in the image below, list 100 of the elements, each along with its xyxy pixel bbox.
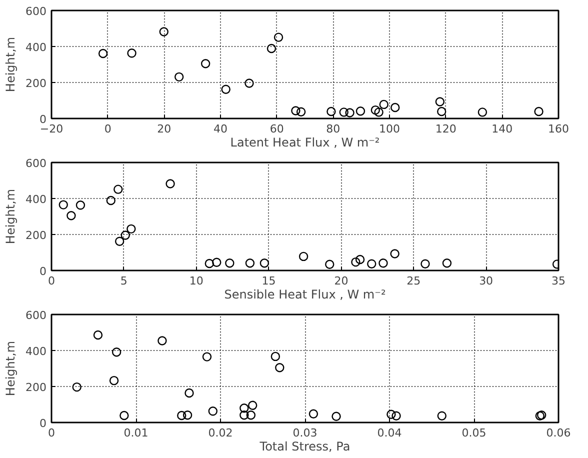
point (159, 27, 168, 36)
point (390, 102, 400, 112)
point (275, 363, 284, 372)
point (260, 258, 270, 268)
x-tick-label: 80 (326, 122, 340, 136)
point (420, 259, 430, 268)
point (266, 44, 276, 54)
point (114, 236, 124, 246)
y-tick-label: 200 (26, 77, 47, 90)
point (356, 106, 366, 116)
point (225, 258, 234, 268)
point (244, 78, 254, 88)
y-axis-title: Height,m (4, 340, 18, 396)
x-tick-label: 25 (406, 274, 421, 288)
x-tick-label: 0 (48, 274, 55, 288)
point (184, 388, 194, 398)
point (174, 72, 184, 82)
point (120, 410, 129, 420)
point (109, 376, 119, 386)
x-tick-label: 0.01 (124, 426, 148, 440)
y-tick-label: 0 (40, 417, 46, 430)
point (158, 336, 167, 346)
x-tick-label: 0 (48, 426, 55, 440)
point (437, 106, 446, 116)
point (435, 97, 445, 106)
point (126, 224, 136, 234)
point (221, 84, 230, 94)
x-tick-label: 0.03 (292, 426, 318, 440)
point (240, 404, 249, 413)
y-tick-label: 200 (26, 229, 47, 242)
point (537, 410, 546, 420)
x-tick-label: 140 (492, 122, 513, 136)
point (325, 260, 334, 269)
x-tick-label: 15 (262, 274, 276, 288)
point (478, 108, 488, 117)
y-tick-label: 600 (26, 157, 47, 170)
point (120, 230, 130, 240)
point (93, 330, 103, 340)
point (298, 252, 308, 262)
x-tick-label: 100 (379, 122, 400, 136)
y-axis-title: Height,m (4, 36, 18, 92)
y-tick-label: 600 (26, 309, 47, 322)
point (355, 254, 365, 264)
x-axis-title: Sensible Heat Flux , W m⁻² (224, 288, 386, 302)
point (370, 105, 380, 115)
point (386, 410, 396, 419)
point (208, 406, 218, 416)
y-tick-label: 200 (26, 381, 47, 394)
y-tick-label: 0 (40, 265, 46, 278)
x-tick-label: 60 (270, 122, 284, 136)
point (535, 411, 545, 420)
x-tick-label: 0.04 (377, 426, 402, 440)
y-axis-title: Height,m (4, 188, 18, 244)
point (291, 106, 300, 116)
point (390, 249, 400, 258)
x-tick-label: 20 (334, 274, 348, 288)
point (98, 48, 108, 58)
x-tick-label: 10 (189, 274, 204, 288)
point (534, 106, 544, 116)
point (58, 200, 68, 210)
point (326, 106, 336, 116)
point (127, 48, 136, 58)
point (351, 257, 360, 267)
point (76, 200, 86, 210)
point (248, 400, 258, 410)
point (332, 412, 341, 421)
point (245, 258, 255, 268)
point (212, 258, 222, 267)
point (374, 108, 384, 117)
point (112, 348, 122, 357)
x-tick-label: 5 (120, 274, 128, 288)
point (442, 258, 452, 268)
point (204, 258, 214, 268)
y-tick-label: 600 (26, 5, 47, 18)
x-axis-title: Latent Heat Flux , W m⁻² (230, 136, 380, 150)
point (177, 410, 186, 420)
x-tick-label: 30 (479, 274, 494, 288)
point (182, 410, 192, 420)
point (437, 411, 446, 420)
x-tick-label: 160 (548, 122, 569, 136)
x-axis-title: Total Stress, Pa (258, 440, 350, 454)
x-tick-label: 0.02 (208, 426, 233, 440)
point (166, 179, 175, 188)
x-tick-label: 20 (157, 122, 172, 136)
point (106, 196, 116, 206)
point (378, 258, 388, 268)
point (200, 59, 210, 68)
point (379, 100, 388, 110)
point (367, 259, 376, 268)
point (114, 184, 123, 194)
point (345, 108, 354, 118)
point (72, 382, 82, 392)
point (392, 411, 401, 420)
y-tick-label: 400 (26, 193, 47, 206)
x-tick-label: 40 (214, 122, 228, 136)
point (202, 352, 212, 362)
x-tick-label: 0.06 (546, 426, 571, 440)
point (308, 409, 318, 418)
x-tick-label: 0 (104, 122, 112, 136)
point (339, 108, 348, 117)
